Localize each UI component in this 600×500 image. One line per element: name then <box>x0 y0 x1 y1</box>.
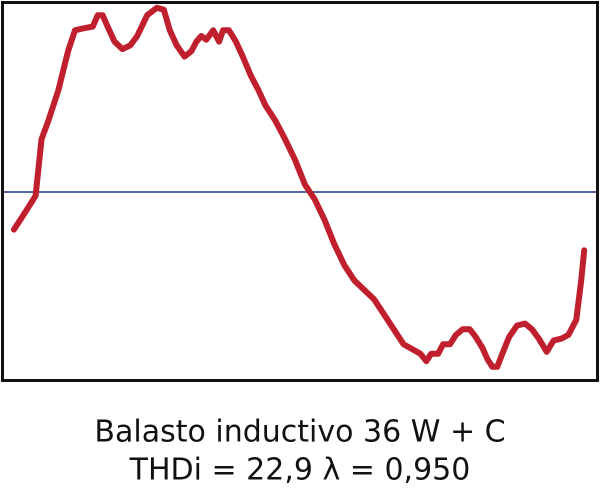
chart-subtitle: THDi = 22,9 λ = 0,950 <box>129 453 471 488</box>
frame <box>1 1 599 382</box>
chart-title: Balasto inductivo 36 W + C <box>94 415 505 450</box>
waveform <box>10 4 588 370</box>
